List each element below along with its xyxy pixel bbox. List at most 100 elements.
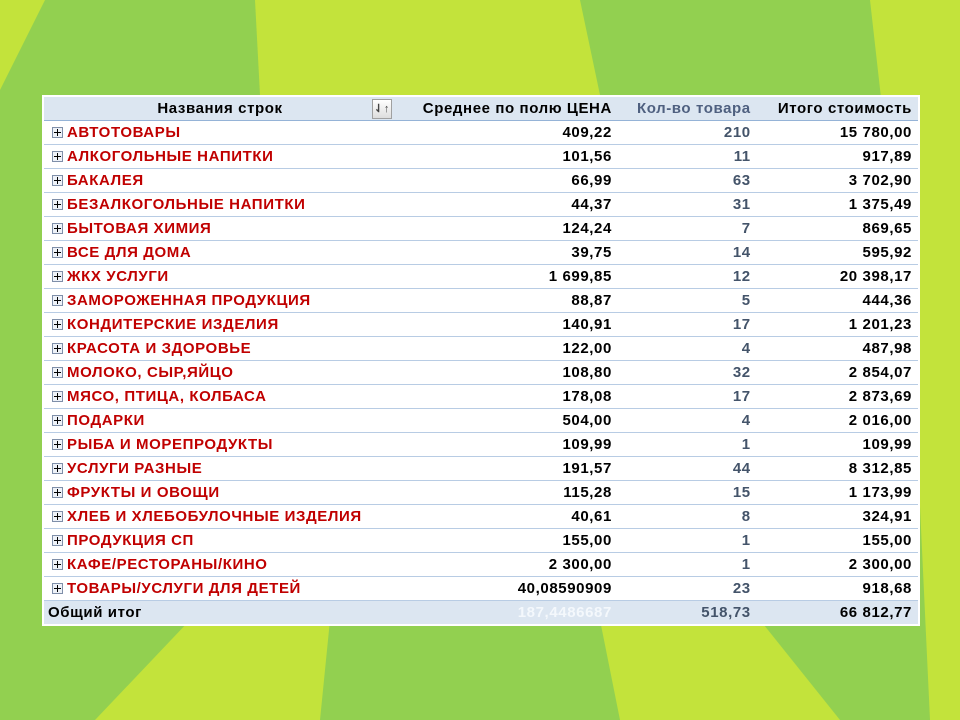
expand-plus-icon[interactable] xyxy=(52,150,63,162)
expand-plus-icon[interactable] xyxy=(52,414,63,426)
row-label[interactable]: УСЛУГИ РАЗНЫЕ xyxy=(44,456,396,481)
header-label: Названия строк xyxy=(157,100,283,117)
sort-filter-icon[interactable]: ⇃↑ xyxy=(372,99,392,119)
row-label[interactable]: АЛКОГОЛЬНЫЕ НАПИТКИ xyxy=(44,144,396,169)
table-row: ВСЕ ДЛЯ ДОМА 39,75 14 595,92 xyxy=(44,240,918,265)
expand-plus-icon[interactable] xyxy=(52,222,63,234)
expand-plus-icon[interactable] xyxy=(52,246,63,258)
table-row: АВТОТОВАРЫ 409,22 210 15 780,00 xyxy=(44,120,918,145)
count-cell: 4 xyxy=(617,408,757,433)
category-name: КРАСОТА И ЗДОРОВЬЕ xyxy=(67,340,252,357)
total-cell: 1 173,99 xyxy=(756,480,918,505)
total-cell: 595,92 xyxy=(756,240,918,265)
avg-price-cell: 44,37 xyxy=(396,192,618,217)
avg-price-cell: 122,00 xyxy=(396,336,618,361)
category-name: ХЛЕБ И ХЛЕБОБУЛОЧНЫЕ ИЗДЕЛИЯ xyxy=(67,508,362,525)
row-label[interactable]: БЕЗАЛКОГОЛЬНЫЕ НАПИТКИ xyxy=(44,192,396,217)
expand-plus-icon[interactable] xyxy=(52,438,63,450)
expand-plus-icon[interactable] xyxy=(52,390,63,402)
count-cell: 17 xyxy=(617,384,757,409)
avg-price-cell: 66,99 xyxy=(396,168,618,193)
expand-plus-icon[interactable] xyxy=(52,534,63,546)
expand-plus-icon[interactable] xyxy=(52,366,63,378)
expand-plus-icon[interactable] xyxy=(52,270,63,282)
count-cell: 63 xyxy=(617,168,757,193)
table-row: МЯСО, ПТИЦА, КОЛБАСА 178,08 17 2 873,69 xyxy=(44,384,918,409)
count-cell: 12 xyxy=(617,264,757,289)
category-name: УСЛУГИ РАЗНЫЕ xyxy=(67,460,203,477)
table-row: КАФЕ/РЕСТОРАНЫ/КИНО 2 300,00 1 2 300,00 xyxy=(44,552,918,577)
category-name: ПОДАРКИ xyxy=(67,412,145,429)
category-name: ФРУКТЫ И ОВОЩИ xyxy=(67,484,220,501)
total-cell: 1 375,49 xyxy=(756,192,918,217)
expand-plus-icon[interactable] xyxy=(52,510,63,522)
avg-price-cell: 191,57 xyxy=(396,456,618,481)
table-row: ПОДАРКИ 504,00 4 2 016,00 xyxy=(44,408,918,433)
expand-plus-icon[interactable] xyxy=(52,126,63,138)
row-label[interactable]: ХЛЕБ И ХЛЕБОБУЛОЧНЫЕ ИЗДЕЛИЯ xyxy=(44,504,396,529)
avg-price-cell: 504,00 xyxy=(396,408,618,433)
category-name: КОНДИТЕРСКИЕ ИЗДЕЛИЯ xyxy=(67,316,279,333)
row-label[interactable]: ПРОДУКЦИЯ СП xyxy=(44,528,396,553)
row-label[interactable]: ЗАМОРОЖЕННАЯ ПРОДУКЦИЯ xyxy=(44,288,396,313)
expand-plus-icon[interactable] xyxy=(52,342,63,354)
category-name: БАКАЛЕЯ xyxy=(67,172,144,189)
row-label[interactable]: ТОВАРЫ/УСЛУГИ ДЛЯ ДЕТЕЙ xyxy=(44,576,396,601)
expand-plus-icon[interactable] xyxy=(52,486,63,498)
row-label[interactable]: КРАСОТА И ЗДОРОВЬЕ xyxy=(44,336,396,361)
count-cell: 8 xyxy=(617,504,757,529)
expand-plus-icon[interactable] xyxy=(52,462,63,474)
row-label[interactable]: АВТОТОВАРЫ xyxy=(44,120,396,145)
row-label[interactable]: БЫТОВАЯ ХИМИЯ xyxy=(44,216,396,241)
total-cell: 2 300,00 xyxy=(756,552,918,577)
table-row: ФРУКТЫ И ОВОЩИ 115,28 15 1 173,99 xyxy=(44,480,918,505)
column-header-avg-price[interactable]: Среднее по полю ЦЕНА xyxy=(396,97,618,121)
row-label[interactable]: БАКАЛЕЯ xyxy=(44,168,396,193)
total-cell: 2 873,69 xyxy=(756,384,918,409)
table-row: УСЛУГИ РАЗНЫЕ 191,57 44 8 312,85 xyxy=(44,456,918,481)
expand-plus-icon[interactable] xyxy=(52,294,63,306)
category-name: ЖКХ УСЛУГИ xyxy=(67,268,169,285)
expand-plus-icon[interactable] xyxy=(52,318,63,330)
pivot-table: Названия строк ⇃↑ Среднее по полю ЦЕНА Ко… xyxy=(42,95,920,626)
category-name: АЛКОГОЛЬНЫЕ НАПИТКИ xyxy=(67,148,274,165)
count-cell: 4 xyxy=(617,336,757,361)
expand-plus-icon[interactable] xyxy=(52,174,63,186)
table-row: БЕЗАЛКОГОЛЬНЫЕ НАПИТКИ 44,37 31 1 375,49 xyxy=(44,192,918,217)
total-cell: 1 201,23 xyxy=(756,312,918,337)
avg-price-cell: 155,00 xyxy=(396,528,618,553)
total-cell: 2 854,07 xyxy=(756,360,918,385)
row-label[interactable]: МОЛОКО, СЫР,ЯЙЦО xyxy=(44,360,396,385)
total-cell: 487,98 xyxy=(756,336,918,361)
row-label[interactable]: ФРУКТЫ И ОВОЩИ xyxy=(44,480,396,505)
expand-plus-icon[interactable] xyxy=(52,198,63,210)
total-cell: 15 780,00 xyxy=(756,120,918,145)
column-header-count[interactable]: Кол-во товара xyxy=(617,97,757,121)
expand-plus-icon[interactable] xyxy=(52,582,63,594)
category-name: АВТОТОВАРЫ xyxy=(67,124,181,141)
table-row: РЫБА И МОРЕПРОДУКТЫ 109,99 1 109,99 xyxy=(44,432,918,457)
table-row: ЗАМОРОЖЕННАЯ ПРОДУКЦИЯ 88,87 5 444,36 xyxy=(44,288,918,313)
row-label[interactable]: ПОДАРКИ xyxy=(44,408,396,433)
row-label[interactable]: РЫБА И МОРЕПРОДУКТЫ xyxy=(44,432,396,457)
count-cell: 23 xyxy=(617,576,757,601)
avg-price-cell: 101,56 xyxy=(396,144,618,169)
table-row: КОНДИТЕРСКИЕ ИЗДЕЛИЯ 140,91 17 1 201,23 xyxy=(44,312,918,337)
avg-price-cell: 1 699,85 xyxy=(396,264,618,289)
total-cell: 3 702,90 xyxy=(756,168,918,193)
count-cell: 1 xyxy=(617,432,757,457)
header-row: Названия строк ⇃↑ Среднее по полю ЦЕНА Ко… xyxy=(44,97,918,121)
total-cell: 8 312,85 xyxy=(756,456,918,481)
table-row: МОЛОКО, СЫР,ЯЙЦО 108,80 32 2 854,07 xyxy=(44,360,918,385)
row-label[interactable]: КАФЕ/РЕСТОРАНЫ/КИНО xyxy=(44,552,396,577)
row-label[interactable]: ВСЕ ДЛЯ ДОМА xyxy=(44,240,396,265)
expand-plus-icon[interactable] xyxy=(52,558,63,570)
column-header-row-labels[interactable]: Названия строк ⇃↑ xyxy=(44,97,396,121)
category-name: ЗАМОРОЖЕННАЯ ПРОДУКЦИЯ xyxy=(67,292,311,309)
row-label[interactable]: ЖКХ УСЛУГИ xyxy=(44,264,396,289)
count-cell: 14 xyxy=(617,240,757,265)
row-label[interactable]: МЯСО, ПТИЦА, КОЛБАСА xyxy=(44,384,396,409)
count-cell: 210 xyxy=(617,120,757,145)
row-label[interactable]: КОНДИТЕРСКИЕ ИЗДЕЛИЯ xyxy=(44,312,396,337)
column-header-total[interactable]: Итого стоимость xyxy=(756,97,918,121)
